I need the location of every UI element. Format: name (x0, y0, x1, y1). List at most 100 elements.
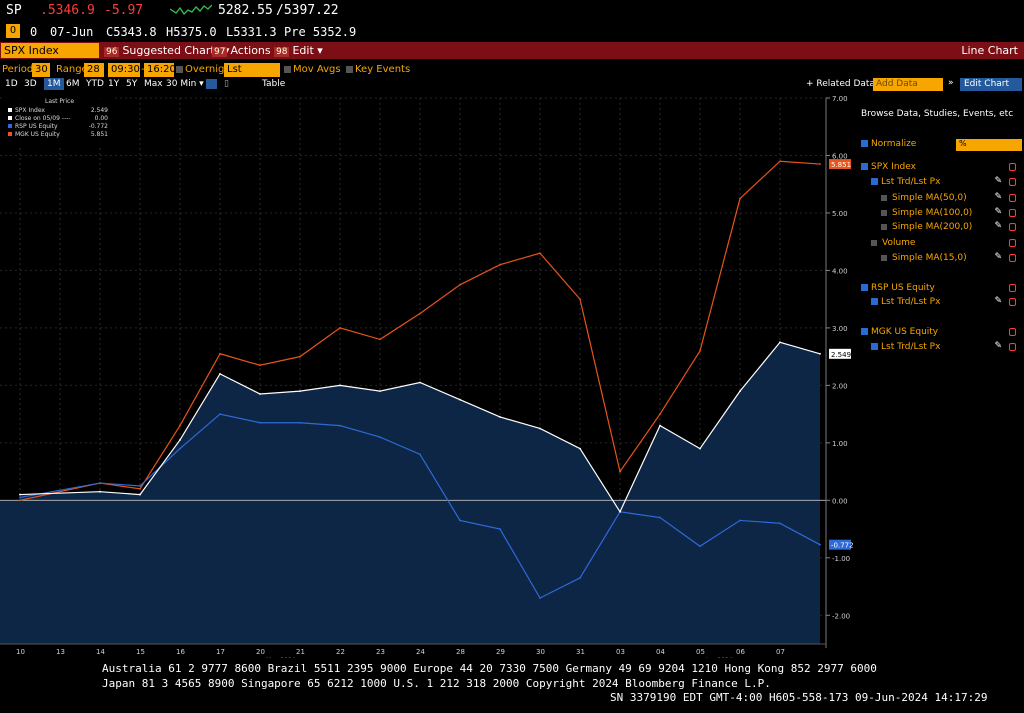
delete-icon[interactable] (1009, 163, 1016, 171)
frequency-select[interactable]: 30 Min ▾ (166, 79, 204, 89)
edit-pencil-icon[interactable]: ✎ (994, 221, 1002, 231)
edit-pencil-icon[interactable]: ✎ (994, 176, 1002, 186)
edit-pencil-icon[interactable]: ✎ (994, 207, 1002, 217)
checkbox-icon[interactable] (861, 284, 868, 291)
y-tick-label: 2.00 (832, 382, 848, 390)
key-events-checkbox[interactable] (346, 66, 353, 73)
sidebar-item[interactable]: Lst Trd/Lst Px (871, 341, 940, 353)
overnight-checkbox[interactable] (176, 66, 183, 73)
legend-item: RSP US Equity -0.772 (8, 123, 112, 130)
data-point (259, 364, 261, 367)
delete-icon[interactable] (1009, 328, 1016, 336)
security-input[interactable]: SPX Index (1, 43, 99, 58)
quote-header: SP .5346.9 -5.97 5282.55 /5397.22 (0, 0, 1024, 22)
checkbox-icon[interactable] (881, 223, 887, 230)
range-to-input[interactable]: 16:20 (144, 63, 176, 77)
period-button-1y[interactable]: 1Y (108, 79, 120, 89)
data-point (379, 338, 381, 341)
legend-item: Close on 05/09 ---- 0.00 (8, 115, 112, 122)
delete-icon[interactable] (1009, 254, 1016, 262)
delete-icon[interactable] (1009, 223, 1016, 231)
period-select[interactable]: 30 (32, 63, 50, 77)
period-button-1d[interactable]: 1D (5, 79, 18, 89)
sidebar-item[interactable]: Simple MA(100,0) (881, 207, 972, 219)
data-point (539, 427, 541, 430)
edit-pencil-icon[interactable]: ✎ (994, 192, 1002, 202)
related-data-menu[interactable]: + Related Data ▾ (806, 79, 883, 89)
browse-data-link[interactable]: Browse Data, Studies, Events, etc (861, 109, 1014, 119)
period-button-max[interactable]: Max (144, 79, 163, 89)
delete-icon[interactable] (1009, 284, 1016, 292)
chart-type-title: Line Chart (961, 44, 1018, 57)
data-point (539, 597, 541, 599)
sidebar-item[interactable]: SPX Index (861, 161, 916, 173)
table-button[interactable]: Table (262, 79, 286, 89)
data-point (19, 496, 21, 499)
checkbox-icon[interactable] (871, 178, 878, 185)
data-point (739, 390, 741, 393)
period-button-3d[interactable]: 3D (24, 79, 37, 89)
sidebar-item[interactable]: Simple MA(50,0) (881, 192, 967, 204)
checkbox-icon[interactable] (881, 194, 887, 201)
sidebar-item[interactable]: Lst Trd/Lst Px (871, 176, 940, 188)
bar-chart-icon[interactable]: ▯ (224, 79, 229, 89)
x-tick-label: 21 (296, 648, 305, 656)
legend-name: RSP US Equity (15, 123, 58, 130)
legend-name: Close on 05/09 ---- (15, 115, 71, 122)
range-from-input[interactable]: 09:30 (108, 63, 140, 77)
edit-chart-button[interactable]: Edit Chart (960, 78, 1022, 91)
data-point (819, 543, 821, 546)
sidebar-item[interactable]: MGK US Equity (861, 326, 938, 338)
line-chart-icon[interactable] (206, 79, 217, 89)
legend-value: 2.549 (90, 107, 108, 114)
checkbox-icon[interactable] (871, 343, 878, 350)
period-button-5y[interactable]: 5Y (126, 79, 138, 89)
checkbox-icon[interactable] (861, 328, 868, 335)
collapse-arrows-icon[interactable]: » (948, 78, 954, 88)
mov-avgs-checkbox[interactable] (284, 66, 291, 73)
delete-icon[interactable] (1009, 178, 1016, 186)
period-button-1m[interactable]: 1M (44, 78, 64, 90)
period-button-ytd[interactable]: YTD (86, 79, 104, 89)
edit-pencil-icon[interactable]: ✎ (994, 341, 1002, 351)
checkbox-icon[interactable] (871, 298, 878, 305)
delete-icon[interactable] (1009, 298, 1016, 306)
period-button-6m[interactable]: 6M (66, 79, 80, 89)
footer-contacts-line2: Japan 81 3 4565 8900 Singapore 65 6212 1… (102, 677, 771, 690)
data-point (259, 393, 261, 395)
sidebar-item[interactable]: Volume (871, 237, 915, 249)
last-value-tag (829, 348, 851, 359)
range-select[interactable]: 28 (84, 63, 104, 77)
x-tick-label: 28 (456, 648, 465, 656)
normalize-toggle[interactable]: Normalize (861, 138, 916, 150)
checkbox-icon[interactable] (881, 209, 887, 216)
sidebar-item[interactable]: Simple MA(200,0) (881, 221, 972, 233)
edit-menu[interactable]: 98 Edit ▾ (274, 44, 323, 57)
sidebar-item[interactable]: RSP US Equity (861, 282, 935, 294)
data-point (419, 381, 421, 384)
normalize-select[interactable]: % (956, 139, 1022, 151)
data-point (499, 416, 501, 418)
add-data-input[interactable]: Add Data (873, 78, 943, 91)
data-point (339, 384, 341, 387)
sidebar-item[interactable]: Lst Trd/Lst Px (871, 296, 940, 308)
checkbox-icon[interactable] (871, 239, 877, 246)
x-tick-label: 30 (536, 648, 545, 656)
data-point (139, 487, 141, 490)
edit-pencil-icon[interactable]: ✎ (994, 252, 1002, 262)
edit-pencil-icon[interactable]: ✎ (994, 296, 1002, 306)
sidebar-item[interactable]: Simple MA(15,0) (881, 252, 967, 264)
price-field-select[interactable]: Lst Trd/Lst P (224, 63, 280, 89)
delete-icon[interactable] (1009, 194, 1016, 202)
checkbox-icon[interactable] (861, 163, 868, 170)
delete-icon[interactable] (1009, 209, 1016, 217)
delete-icon[interactable] (1009, 343, 1016, 351)
last-value-label: 2.549 (831, 351, 851, 359)
checkbox-icon[interactable] (861, 140, 868, 147)
delete-icon[interactable] (1009, 239, 1016, 247)
y-tick-label: 1.00 (832, 440, 848, 448)
data-point (579, 577, 581, 579)
checkbox-icon[interactable] (881, 254, 887, 261)
